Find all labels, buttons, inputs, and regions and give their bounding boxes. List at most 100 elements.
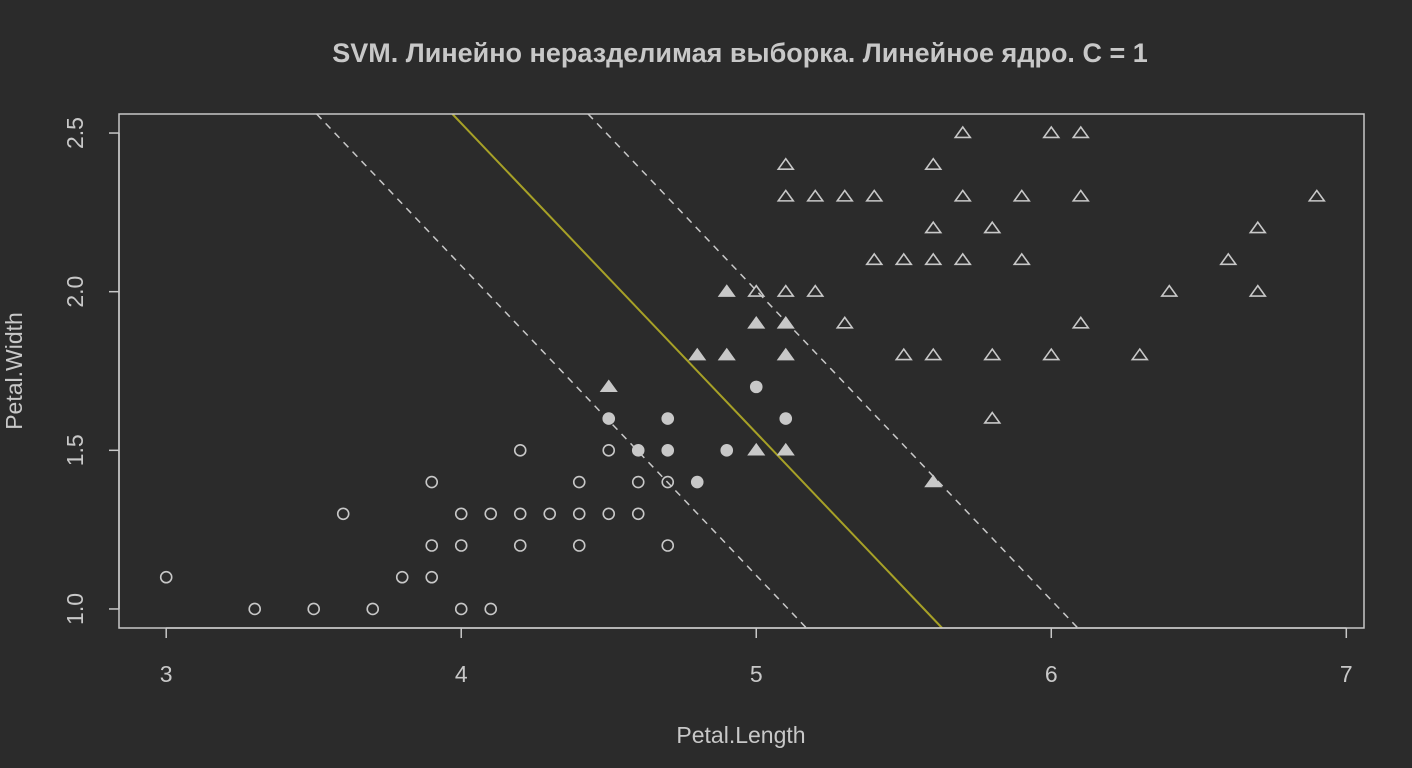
circle-point — [454, 602, 468, 616]
data-points — [159, 125, 1326, 616]
triangle-point — [983, 220, 1002, 234]
triangle-point — [1042, 347, 1061, 361]
circle-point — [307, 602, 321, 616]
triangle-point — [1071, 189, 1090, 202]
filled-circle-point — [631, 444, 645, 457]
triangle-point — [806, 189, 825, 202]
circle-point — [425, 539, 439, 552]
filled-circle-point — [779, 412, 793, 425]
circle-point — [484, 507, 498, 521]
filled-circle-point — [661, 412, 675, 425]
circle-point — [513, 507, 527, 521]
circle-point — [631, 507, 645, 521]
filled-triangle-point — [717, 347, 736, 361]
triangle-point — [776, 157, 795, 170]
circle-point — [602, 444, 616, 457]
circle-point — [631, 475, 645, 489]
y-tick-label: 2.0 — [62, 276, 88, 308]
triangle-point — [806, 284, 825, 297]
x-tick-label: 4 — [455, 661, 468, 687]
filled-circle-point — [690, 475, 704, 489]
circle-point — [395, 570, 409, 584]
y-axis: 1.0 1.5 2.0 2.5 — [62, 117, 120, 625]
triangle-point — [1130, 347, 1149, 361]
triangle-point — [953, 252, 972, 266]
filled-circle-point — [749, 380, 763, 394]
circle-point — [159, 570, 173, 584]
filled-circle-point — [720, 444, 734, 457]
triangle-point — [894, 347, 913, 361]
triangle-point — [924, 252, 943, 266]
circle-point — [425, 475, 439, 489]
circle-point — [336, 507, 350, 521]
circle-point — [572, 507, 586, 521]
circle-point — [425, 570, 439, 584]
plot-frame — [118, 113, 1365, 629]
x-tick-label: 6 — [1045, 661, 1058, 687]
y-axis-label: Petal.Width — [1, 312, 27, 430]
triangle-point — [776, 189, 795, 202]
filled-triangle-point — [599, 379, 618, 393]
triangle-point — [835, 315, 854, 329]
triangle-point — [924, 347, 943, 361]
boundary-lines — [316, 113, 1079, 629]
circle-point — [366, 602, 380, 616]
filled-triangle-point — [747, 315, 766, 329]
circle-point — [454, 507, 468, 521]
triangle-point — [1012, 252, 1031, 266]
triangle-point — [1248, 284, 1267, 297]
triangle-point — [1219, 252, 1238, 266]
filled-triangle-point — [776, 347, 795, 361]
circle-point — [602, 507, 616, 521]
y-tick-label: 2.5 — [62, 117, 88, 149]
circle-point — [513, 539, 527, 552]
triangle-point — [1160, 284, 1179, 297]
triangle-point — [1307, 189, 1326, 202]
triangle-point — [953, 189, 972, 202]
triangle-point — [865, 252, 884, 266]
triangle-point — [1071, 315, 1090, 329]
filled-triangle-point — [924, 474, 943, 488]
x-tick-label: 5 — [750, 661, 763, 687]
triangle-point — [1071, 125, 1090, 139]
filled-circle-point — [661, 444, 675, 457]
triangle-point — [747, 284, 766, 297]
triangle-point — [865, 189, 884, 202]
triangle-point — [1012, 189, 1031, 202]
y-tick-label: 1.0 — [62, 593, 88, 625]
filled-triangle-point — [747, 442, 766, 456]
circle-point — [661, 475, 675, 489]
x-axis-label: Petal.Length — [676, 722, 805, 748]
circle-point — [543, 507, 557, 521]
decision-boundary-line — [451, 113, 943, 629]
y-tick-label: 1.5 — [62, 434, 88, 466]
filled-triangle-point — [717, 284, 736, 297]
x-tick-label: 7 — [1340, 661, 1353, 687]
triangle-point — [924, 157, 943, 170]
triangle-point — [1042, 125, 1061, 139]
triangle-point — [835, 189, 854, 202]
filled-circle-point — [602, 412, 616, 425]
x-tick-label: 3 — [160, 661, 173, 687]
circle-point — [661, 539, 675, 552]
circle-point — [513, 444, 527, 457]
circle-point — [454, 539, 468, 552]
circle-point — [248, 602, 262, 616]
triangle-point — [983, 347, 1002, 361]
circle-point — [572, 539, 586, 552]
filled-triangle-point — [688, 347, 707, 361]
filled-triangle-point — [776, 315, 795, 329]
x-axis: 3 4 5 6 7 — [160, 627, 1353, 687]
chart-title: SVM. Линейно неразделимая выборка. Линей… — [332, 38, 1147, 68]
margin-lower-line — [316, 113, 807, 629]
triangle-point — [983, 411, 1002, 424]
circle-point — [572, 475, 586, 489]
filled-triangle-point — [776, 442, 795, 456]
triangle-point — [953, 125, 972, 139]
triangle-point — [924, 220, 943, 234]
triangle-point — [1248, 220, 1267, 234]
circle-point — [484, 602, 498, 616]
triangle-point — [894, 252, 913, 266]
triangle-point — [776, 284, 795, 297]
